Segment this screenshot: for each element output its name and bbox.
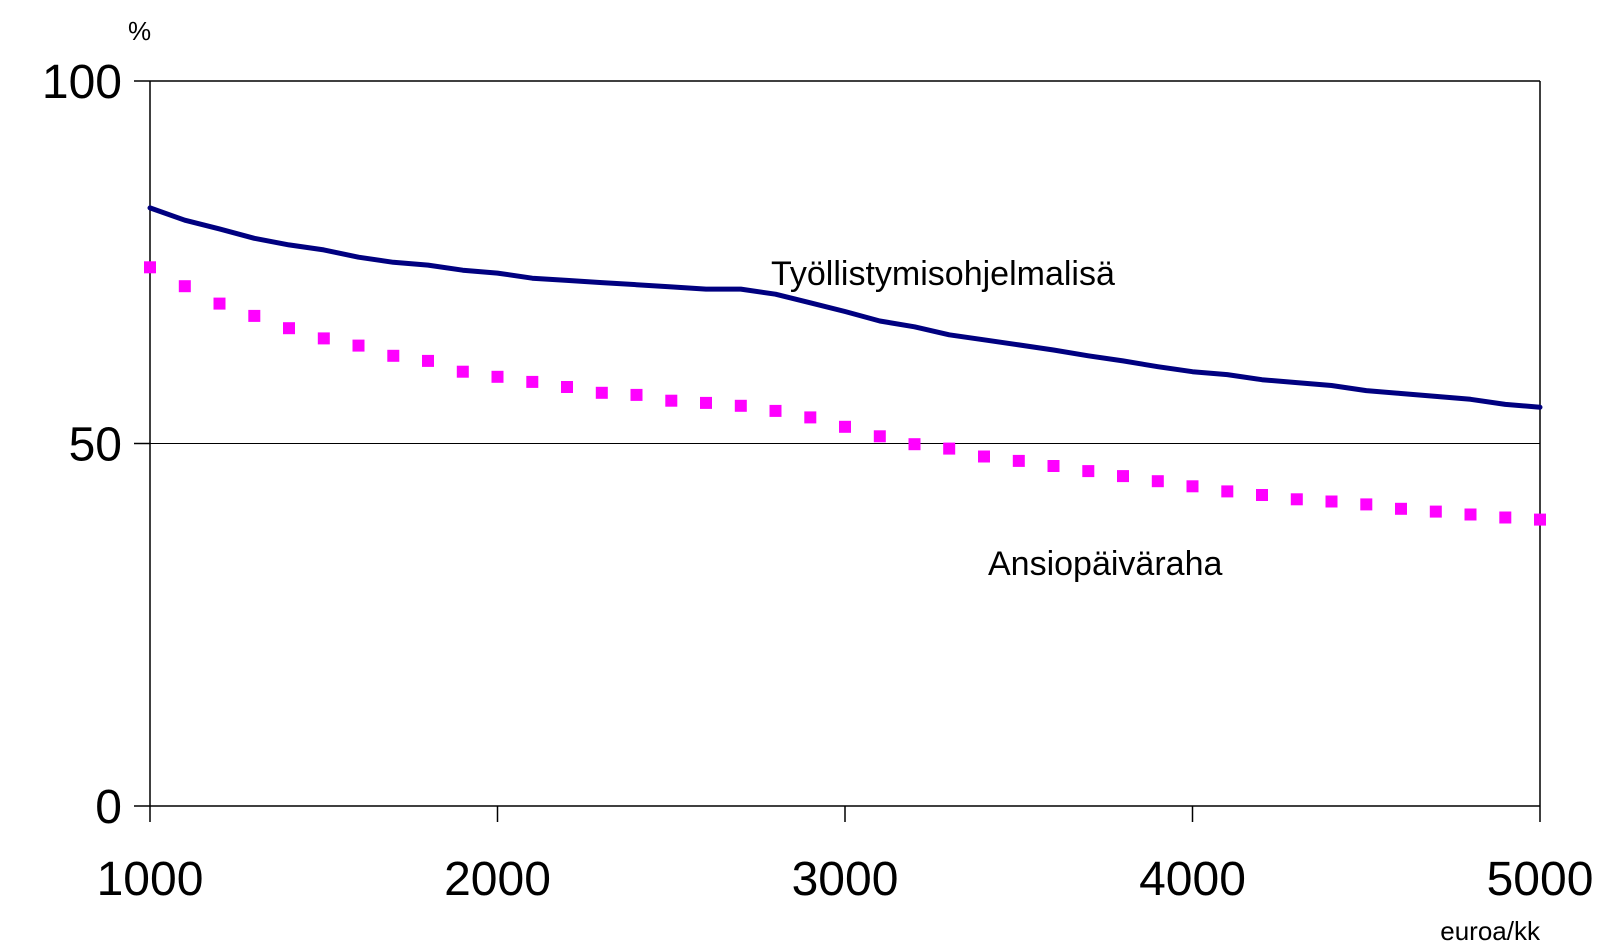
series-marker-1 [1465, 509, 1477, 521]
series-marker-1 [978, 451, 990, 463]
series-marker-1 [422, 355, 434, 367]
y-tick-label: 50 [69, 419, 122, 472]
series-marker-1 [596, 387, 608, 399]
series-label-tyollistymisohjelmalisa: Työllistymisohjelmalisä [771, 255, 1115, 293]
series-marker-1 [214, 298, 226, 310]
series-marker-1 [1187, 480, 1199, 492]
series-marker-1 [909, 438, 921, 450]
series-marker-1 [1430, 506, 1442, 518]
series-marker-1 [492, 371, 504, 383]
series-marker-1 [1082, 465, 1094, 477]
series-marker-1 [1221, 485, 1233, 497]
y-axis-unit-label: % [128, 16, 151, 46]
x-tick-label: 4000 [1139, 853, 1246, 906]
x-tick-label: 3000 [792, 853, 899, 906]
x-axis-ticks: 1000 2000 3000 4000 5000 [97, 806, 1594, 906]
series-marker-1 [1013, 455, 1025, 467]
series-line-0 [150, 208, 1540, 407]
series-marker-1 [874, 430, 886, 442]
series-marker-1 [839, 421, 851, 433]
x-tick-label: 2000 [444, 853, 551, 906]
y-axis-ticks: 0 50 100 [42, 56, 150, 834]
y-tick-label: 0 [95, 781, 122, 834]
series-marker-1 [1326, 496, 1338, 508]
series-marker-1 [1291, 493, 1303, 505]
series-marker-1 [353, 340, 365, 352]
series-marker-1 [1048, 460, 1060, 472]
x-tick-label: 1000 [97, 853, 204, 906]
series-marker-1 [735, 400, 747, 412]
series-marker-1 [631, 389, 643, 401]
series-marker-1 [1360, 498, 1372, 510]
y-tick-label: 100 [42, 56, 122, 109]
x-tick-label: 5000 [1487, 853, 1594, 906]
series-marker-1 [1117, 470, 1129, 482]
series-marker-1 [1152, 475, 1164, 487]
series-marker-1 [387, 350, 399, 362]
series-marker-1 [804, 411, 816, 423]
series-label-ansiopaivaraha: Ansiopäiväraha [988, 545, 1222, 583]
series-marker-1 [561, 381, 573, 393]
series-marker-1 [318, 332, 330, 344]
x-axis-unit-label: euroa/kk [1440, 916, 1541, 946]
series-marker-1 [526, 376, 538, 388]
series-marker-1 [457, 366, 469, 378]
series-marker-1 [770, 405, 782, 417]
series-marker-1 [144, 261, 156, 273]
series-marker-1 [1499, 512, 1511, 524]
series-marker-1 [1256, 489, 1268, 501]
series-marker-1 [283, 322, 295, 334]
series-marker-1 [700, 397, 712, 409]
series-marker-1 [1534, 514, 1546, 526]
series-marker-1 [248, 310, 260, 322]
series-marker-1 [943, 443, 955, 455]
series-marker-1 [1395, 503, 1407, 515]
series-marker-1 [665, 395, 677, 407]
series-marker-1 [179, 280, 191, 292]
